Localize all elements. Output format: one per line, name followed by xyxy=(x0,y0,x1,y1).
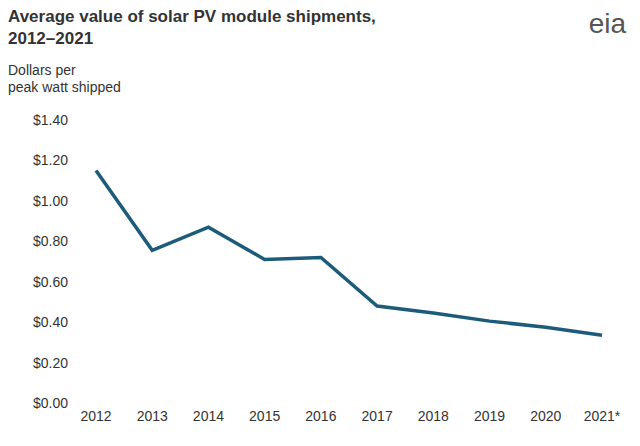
svg-text:$0.80: $0.80 xyxy=(33,233,68,249)
svg-text:2013: 2013 xyxy=(137,408,168,424)
svg-text:2019: 2019 xyxy=(474,408,505,424)
svg-text:2021*: 2021* xyxy=(584,408,621,424)
svg-text:2012: 2012 xyxy=(80,408,111,424)
svg-text:2017: 2017 xyxy=(362,408,393,424)
svg-text:2014: 2014 xyxy=(193,408,224,424)
svg-text:2016: 2016 xyxy=(305,408,336,424)
svg-text:2018: 2018 xyxy=(418,408,449,424)
html-text:Average value of solar PV modu: Average value of solar PV module shipmen… xyxy=(8,7,376,48)
svg-text:$0.40: $0.40 xyxy=(33,314,68,330)
html-text:Dollars per peak watt shipped: Dollars per peak watt shipped xyxy=(8,62,121,95)
svg-text:$0.60: $0.60 xyxy=(33,274,68,290)
svg-text:2015: 2015 xyxy=(249,408,280,424)
svg-text:$1.00: $1.00 xyxy=(33,193,68,209)
html-text:eia: eia xyxy=(588,8,626,39)
svg-text:$1.20: $1.20 xyxy=(33,152,68,168)
svg-text:$1.40: $1.40 xyxy=(33,112,68,128)
svg-text:2020: 2020 xyxy=(530,408,561,424)
svg-text:$0.20: $0.20 xyxy=(33,355,68,371)
svg-text:$0.00: $0.00 xyxy=(33,395,68,411)
